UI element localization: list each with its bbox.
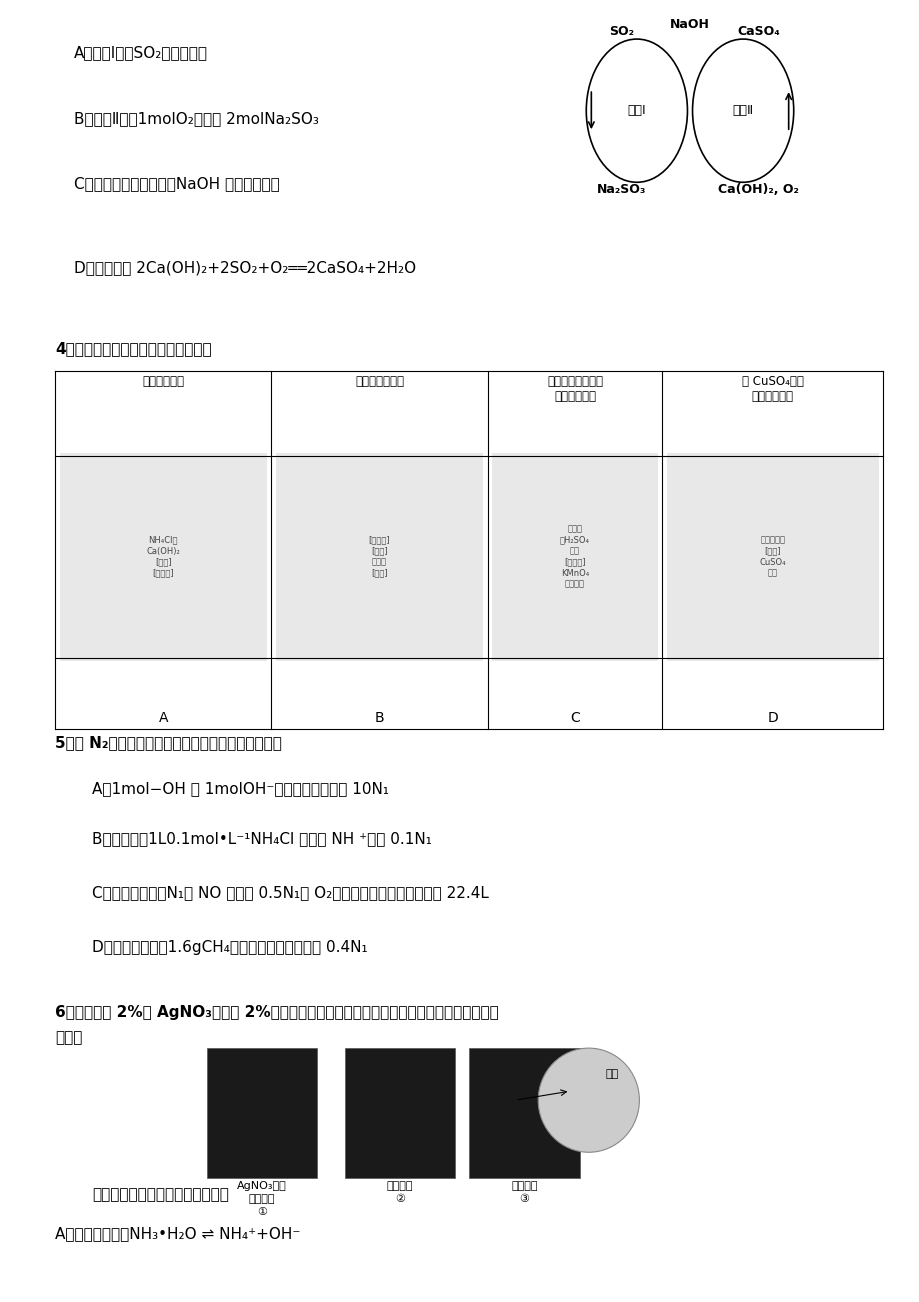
Text: D．常温常压下，1.6gCH₄中含有的共价键总数为 0.4N₁: D．常温常压下，1.6gCH₄中含有的共价键总数为 0.4N₁ [92,940,368,956]
Text: 海水蒸馏制淡水: 海水蒸馏制淡水 [355,375,403,388]
FancyBboxPatch shape [492,453,657,661]
FancyBboxPatch shape [60,453,267,661]
Text: 水浴加热
③: 水浴加热 ③ [511,1181,537,1204]
Text: 下列解释事实的方程式不正确的是: 下列解释事实的方程式不正确的是 [92,1187,229,1203]
Text: C．标准状况下，N₁个 NO 分子和 0.5N₁个 O₂分子充分反应后气体体积为 22.4L: C．标准状况下，N₁个 NO 分子和 0.5N₁个 O₂分子充分反应后气体体积为… [92,885,488,901]
Text: 过程Ⅰ: 过程Ⅰ [627,104,645,117]
Text: Ca(OH)₂, O₂: Ca(OH)₂, O₂ [717,184,798,195]
Text: 用 CuSO₄溶液
净化乙炔气体: 用 CuSO₄溶液 净化乙炔气体 [741,375,803,404]
Text: 6．某同学用 2%的 AgNO₃溶液和 2%的稀氨水配制银氨溶液并进行乙醛的银镜反应实验，过程
如图：: 6．某同学用 2%的 AgNO₃溶液和 2%的稀氨水配制银氨溶液并进行乙醛的银镜… [55,1005,498,1044]
Text: D．总反应为 2Ca(OH)₂+2SO₂+O₂══2CaSO₄+2H₂O: D．总反应为 2Ca(OH)₂+2SO₂+O₂══2CaSO₄+2H₂O [74,260,415,276]
Text: NaOH: NaOH [669,18,709,31]
Text: B．室温下，1L0.1mol•L⁻¹NH₄Cl 溶液中 NH ⁺数为 0.1N₁: B．室温下，1L0.1mol•L⁻¹NH₄Cl 溶液中 NH ⁺数为 0.1N₁ [92,831,431,846]
Text: C: C [570,711,579,725]
Text: A．过程Ⅰ中，SO₂表现还原性: A．过程Ⅰ中，SO₂表现还原性 [74,46,208,61]
FancyBboxPatch shape [666,453,878,661]
Text: SO₂: SO₂ [608,26,633,38]
Text: 温度计
浓H₂SO₄
乙醇
[碎瓷片]
KMnO₄
稀性溶液: 温度计 浓H₂SO₄ 乙醇 [碎瓷片] KMnO₄ 稀性溶液 [560,525,589,589]
Ellipse shape [538,1048,639,1152]
FancyBboxPatch shape [276,453,482,661]
Text: 实验室制氨气: 实验室制氨气 [142,375,184,388]
Text: B: B [374,711,384,725]
FancyBboxPatch shape [345,1048,455,1178]
Text: A．氨水显碱性：NH₃•H₂O ⇌ NH₄⁺+OH⁻: A．氨水显碱性：NH₃•H₂O ⇌ NH₄⁺+OH⁻ [55,1226,301,1242]
Text: A．1mol−OH 和 1molOH⁻含有的电子数均为 10N₁: A．1mol−OH 和 1molOH⁻含有的电子数均为 10N₁ [92,781,389,797]
Text: 银镜: 银镜 [605,1069,618,1079]
Text: Na₂SO₃: Na₂SO₃ [596,184,646,195]
Text: NH₄Cl和
Ca(OH)₂
[锥花]
[酒精灯]: NH₄Cl和 Ca(OH)₂ [锥花] [酒精灯] [146,535,180,578]
Text: CaSO₄: CaSO₄ [736,26,778,38]
Text: [水蒸气]
[海水]
冷却水
[接水]: [水蒸气] [海水] 冷却水 [接水] [369,535,390,578]
Text: A: A [158,711,168,725]
Text: D: D [766,711,777,725]
Text: 饱和食盐水
[电石]
CuSO₄
溶液: 饱和食盐水 [电石] CuSO₄ 溶液 [759,535,785,578]
Text: 过程Ⅱ: 过程Ⅱ [732,104,753,117]
FancyBboxPatch shape [207,1048,317,1178]
Text: C．双碱法脱硫过程中，NaOH 可以循环利用: C．双碱法脱硫过程中，NaOH 可以循环利用 [74,176,279,191]
Text: 5．设 N₂为阿伏加德罗常数的值，下列说法正确的是: 5．设 N₂为阿伏加德罗常数的值，下列说法正确的是 [55,736,282,751]
Text: 证明乙醇与浓硫酸
共热生成乙烯: 证明乙醇与浓硫酸 共热生成乙烯 [547,375,602,404]
Text: 滴加乙醛
②: 滴加乙醛 ② [387,1181,413,1204]
FancyBboxPatch shape [469,1048,579,1178]
Text: AgNO₃溶液
滴加氨水
①: AgNO₃溶液 滴加氨水 ① [237,1181,287,1217]
Text: B．过程Ⅱ中，1molO₂可氧化 2molNa₂SO₃: B．过程Ⅱ中，1molO₂可氧化 2molNa₂SO₃ [74,111,318,126]
Text: 4．用下列装置不能达到实验目的的是: 4．用下列装置不能达到实验目的的是 [55,341,211,357]
